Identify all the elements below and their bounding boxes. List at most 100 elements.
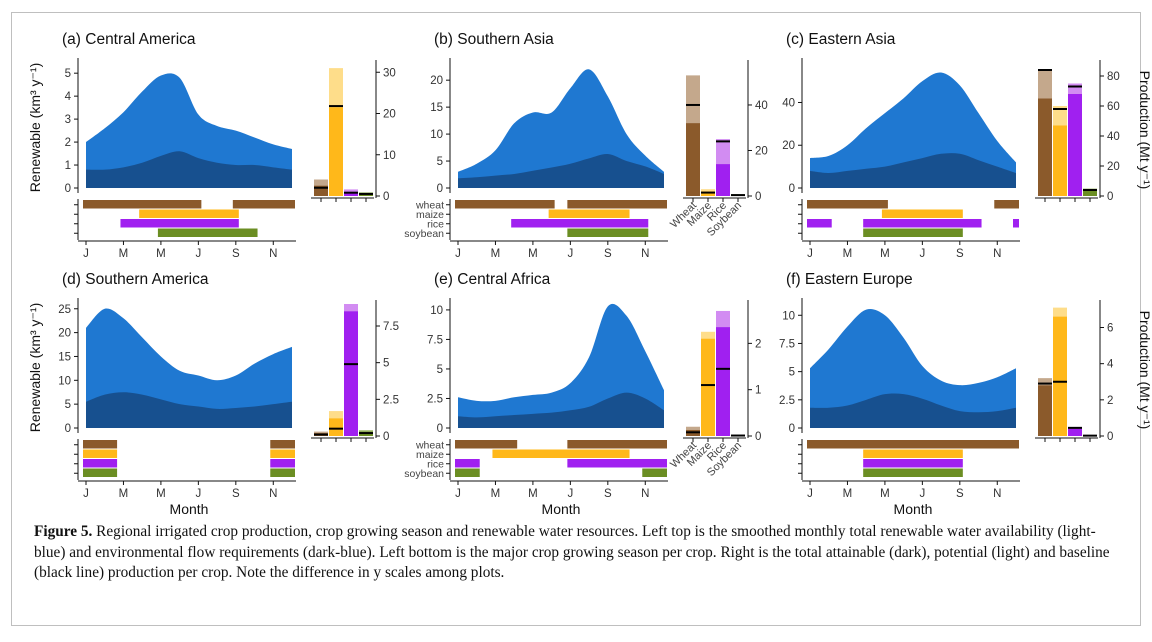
maize-season-bar bbox=[492, 449, 630, 458]
x-tick-label: M bbox=[528, 488, 538, 500]
bar-y-tick-label: 0 bbox=[1107, 431, 1113, 443]
x-tick-label: J bbox=[455, 488, 461, 500]
x-tick-label: S bbox=[232, 488, 240, 500]
soybean-season-bar bbox=[455, 468, 480, 477]
x-tick-label: N bbox=[993, 248, 1001, 260]
renewable-axis-label: Renewable (km³ y⁻¹) bbox=[27, 63, 43, 193]
x-tick-label: J bbox=[195, 488, 201, 500]
panel-title: (d) Southern America bbox=[62, 271, 209, 288]
rice-season-bar bbox=[511, 219, 649, 228]
panel-1: (a) Central America Renewable (km³ y⁻¹) 0 1… bbox=[27, 31, 396, 260]
x-tick-label: M bbox=[528, 248, 538, 260]
attainable-bar-wheat bbox=[686, 123, 700, 196]
attainable-bar-rice bbox=[1068, 428, 1082, 436]
bar-y-tick-label: 20 bbox=[1107, 161, 1120, 173]
panel-5: (e) Central Africa02.557.510wheatmaizeri… bbox=[404, 271, 761, 517]
env-flow-area bbox=[810, 153, 1016, 188]
attainable-bar-wheat bbox=[1038, 98, 1052, 196]
panel-4: (d) Southern America Renewable (km³ y⁻¹) 0… bbox=[27, 271, 399, 517]
env-flow-area bbox=[458, 153, 664, 188]
month-axis-label: Month bbox=[170, 501, 209, 517]
bar-y-tick-label: 0 bbox=[383, 191, 389, 203]
rice-season-bar bbox=[863, 459, 963, 468]
bar-y-tick-label: 80 bbox=[1107, 71, 1120, 83]
x-tick-label: M bbox=[843, 488, 853, 500]
attainable-bar-rice bbox=[344, 191, 358, 196]
x-tick-label: M bbox=[119, 488, 129, 500]
bar-y-tick-label: 2.5 bbox=[383, 394, 399, 406]
panel-title: (e) Central Africa bbox=[434, 271, 551, 288]
x-tick-label: N bbox=[641, 248, 649, 260]
season-crop-label: rice bbox=[427, 218, 444, 230]
env-flow-area bbox=[86, 151, 292, 188]
x-tick-label: S bbox=[956, 248, 964, 260]
x-tick-label: N bbox=[269, 488, 277, 500]
y-tick-label: 0 bbox=[437, 423, 443, 435]
x-tick-label: S bbox=[604, 248, 612, 260]
panel-title: (b) Southern Asia bbox=[434, 31, 554, 48]
soybean-season-bar bbox=[863, 468, 963, 477]
bar-y-tick-label: 20 bbox=[755, 145, 768, 157]
y-tick-label: 0 bbox=[437, 183, 443, 195]
total-water-area bbox=[86, 73, 292, 188]
bar-y-tick-label: 40 bbox=[755, 100, 768, 112]
rice-season-bar bbox=[455, 459, 480, 468]
wheat-season-bar bbox=[83, 440, 118, 449]
season-crop-label: wheat bbox=[415, 439, 444, 451]
x-tick-label: M bbox=[843, 248, 853, 260]
season-crop-label: maize bbox=[416, 449, 444, 461]
y-tick-label: 1 bbox=[65, 160, 71, 172]
y-tick-label: 25 bbox=[58, 304, 71, 316]
season-crop-label: rice bbox=[427, 458, 444, 470]
y-tick-label: 5 bbox=[789, 367, 795, 379]
y-tick-label: 4 bbox=[65, 91, 72, 103]
bar-y-tick-label: 7.5 bbox=[383, 321, 399, 333]
x-tick-label: M bbox=[491, 248, 501, 260]
y-tick-label: 20 bbox=[430, 75, 443, 87]
y-tick-label: 5 bbox=[65, 399, 71, 411]
x-tick-label: J bbox=[919, 248, 925, 260]
attainable-bar-maize bbox=[329, 107, 343, 196]
x-tick-label: M bbox=[156, 488, 166, 500]
season-crop-label: maize bbox=[416, 209, 444, 221]
rice-season-bar bbox=[1013, 219, 1019, 228]
x-tick-label: J bbox=[83, 488, 89, 500]
bar-y-tick-label: 1 bbox=[755, 385, 761, 397]
renewable-axis-label: Renewable (km³ y⁻¹) bbox=[27, 303, 43, 433]
y-tick-label: 0 bbox=[65, 423, 71, 435]
maize-season-bar bbox=[139, 209, 239, 218]
bar-y-tick-label: 0 bbox=[383, 431, 389, 443]
soybean-season-bar bbox=[863, 228, 963, 237]
x-tick-label: M bbox=[119, 248, 129, 260]
x-tick-label: J bbox=[455, 248, 461, 260]
y-tick-label: 10 bbox=[430, 305, 443, 317]
maize-season-bar bbox=[270, 449, 295, 458]
x-tick-label: S bbox=[232, 248, 240, 260]
x-tick-label: M bbox=[880, 488, 890, 500]
bar-y-tick-label: 5 bbox=[383, 358, 389, 370]
bar-y-tick-label: 6 bbox=[1107, 323, 1113, 335]
attainable-bar-maize bbox=[1053, 125, 1067, 196]
x-tick-label: M bbox=[156, 248, 166, 260]
panel-6: (f) Eastern Europe 0 2.5 5 7.5 10 J M M J S N Month 0… bbox=[779, 271, 1152, 517]
x-tick-label: N bbox=[641, 488, 649, 500]
y-tick-label: 2.5 bbox=[779, 395, 795, 407]
bar-y-tick-label: 60 bbox=[1107, 101, 1120, 113]
figure-frame bbox=[11, 12, 1141, 626]
attainable-bar-wheat bbox=[1038, 385, 1052, 436]
x-tick-label: J bbox=[807, 488, 813, 500]
x-tick-label: J bbox=[83, 248, 89, 260]
month-axis-label: Month bbox=[894, 501, 933, 517]
rice-season-bar bbox=[270, 459, 295, 468]
season-crop-label: soybean bbox=[404, 468, 444, 480]
wheat-season-bar bbox=[994, 200, 1019, 209]
x-tick-label: N bbox=[993, 488, 1001, 500]
rice-season-bar bbox=[863, 219, 982, 228]
y-tick-label: 0 bbox=[789, 183, 795, 195]
panel-2: (b) Southern Asia 0 5 10 15 20 wheatmaizerices… bbox=[404, 31, 768, 260]
season-crop-label: wheat bbox=[415, 199, 444, 211]
x-tick-label: J bbox=[919, 488, 925, 500]
env-flow-area bbox=[86, 392, 292, 428]
caption-label: Figure 5. bbox=[34, 523, 93, 540]
y-tick-label: 7.5 bbox=[779, 338, 795, 350]
